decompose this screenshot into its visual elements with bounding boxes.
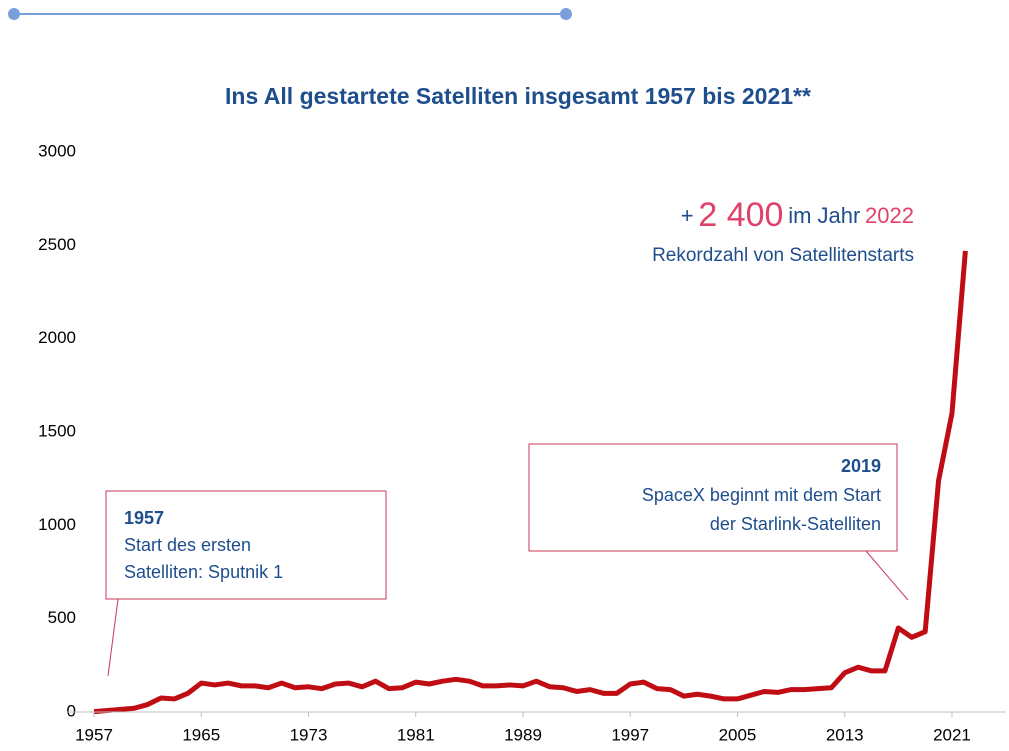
y-tick-label: 1500 — [38, 421, 76, 440]
annotation-text: Start des ersten — [124, 535, 251, 555]
y-tick-label: 1000 — [38, 515, 76, 534]
x-tick-label: 1957 — [75, 725, 113, 744]
x-tick-label: 1973 — [290, 725, 328, 744]
annotation-text: Satelliten: Sputnik 1 — [124, 562, 283, 582]
callout-subtitle: Rekordzahl von Satellitenstarts — [652, 245, 914, 266]
annotation-connector — [865, 550, 909, 601]
annotation-year: 2019 — [841, 456, 881, 476]
x-tick-label: 1997 — [611, 725, 649, 744]
y-tick-label: 0 — [67, 701, 76, 720]
x-tick-label: 2021 — [933, 725, 971, 744]
y-tick-label: 2000 — [38, 328, 76, 347]
callout-part: im Jahr — [788, 203, 860, 228]
y-tick-label: 2500 — [38, 235, 76, 254]
annotation-text: SpaceX beginnt mit dem Start — [642, 485, 881, 505]
callout-part: + — [681, 203, 694, 228]
x-tick-label: 1981 — [397, 725, 435, 744]
decor-dot — [8, 8, 20, 20]
annotation-year: 1957 — [124, 508, 164, 528]
x-tick-label: 2013 — [826, 725, 864, 744]
y-tick-label: 500 — [48, 608, 76, 627]
callout: + 2 400 im Jahr 2022 — [681, 196, 914, 234]
callout-part: 2022 — [865, 203, 914, 228]
annotation-text: der Starlink-Satelliten — [710, 514, 881, 534]
callout-part: 2 400 — [698, 196, 783, 234]
chart-title: Ins All gestartete Satelliten insgesamt … — [225, 83, 811, 109]
data-line — [93, 250, 968, 715]
x-tick-label: 2005 — [719, 725, 757, 744]
y-tick-label: 3000 — [38, 141, 76, 160]
annotation-connector — [107, 598, 119, 677]
annotation-box — [105, 490, 387, 600]
x-tick-label: 1965 — [182, 725, 220, 744]
decor-dot — [560, 8, 572, 20]
annotation-box — [528, 443, 898, 552]
x-tick-label: 1989 — [504, 725, 542, 744]
